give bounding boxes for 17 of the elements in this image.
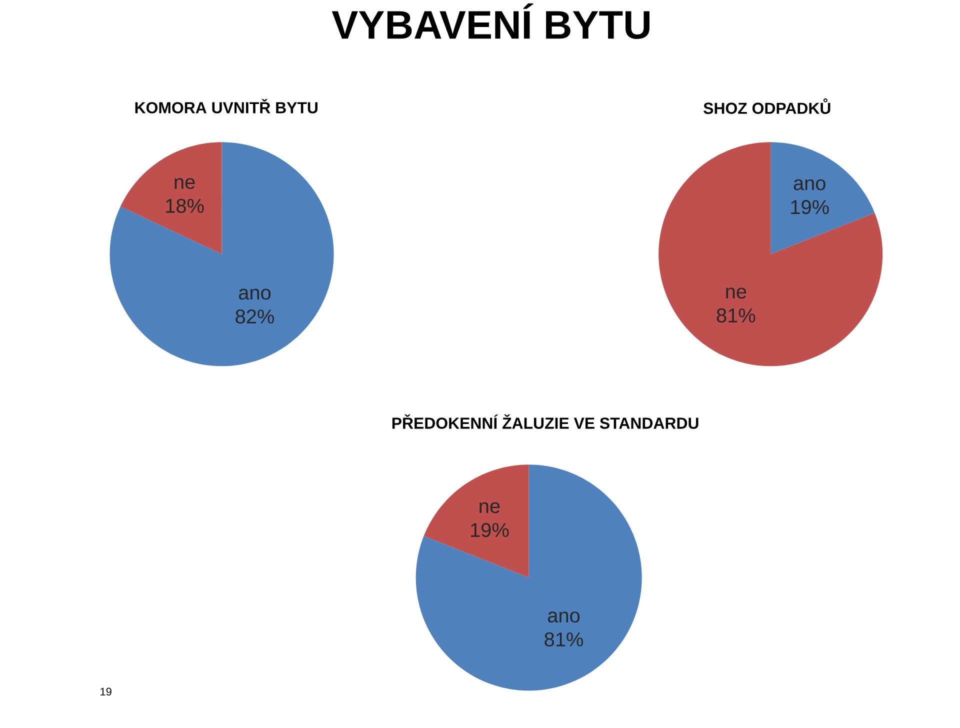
slice-label: ano bbox=[794, 179, 826, 190]
slice-label: ano bbox=[548, 612, 580, 623]
slice-label: ano bbox=[238, 288, 271, 300]
data-label: 82% bbox=[236, 310, 274, 324]
chart-title: PŘEDOKENNÍ ŽALUZIE VE STANDARDU bbox=[392, 414, 698, 429]
chart-subtitle: KOMORA UVNITŘ BYTU bbox=[135, 98, 318, 114]
data-label: 81% bbox=[716, 308, 756, 323]
data-label: 81% bbox=[544, 632, 583, 646]
slice-label: ne bbox=[480, 502, 500, 514]
text: VYBAVENÍ BYTU bbox=[332, 3, 650, 40]
data-label: 19% bbox=[791, 200, 829, 214]
slice-label: ne bbox=[726, 288, 746, 299]
data-label: 18% bbox=[166, 198, 204, 213]
data-label: 19% bbox=[471, 523, 509, 538]
slice-label: ne bbox=[174, 178, 195, 190]
chart-title: SHOZ ODPADKŮ bbox=[704, 98, 830, 114]
text: 19 bbox=[100, 688, 112, 696]
